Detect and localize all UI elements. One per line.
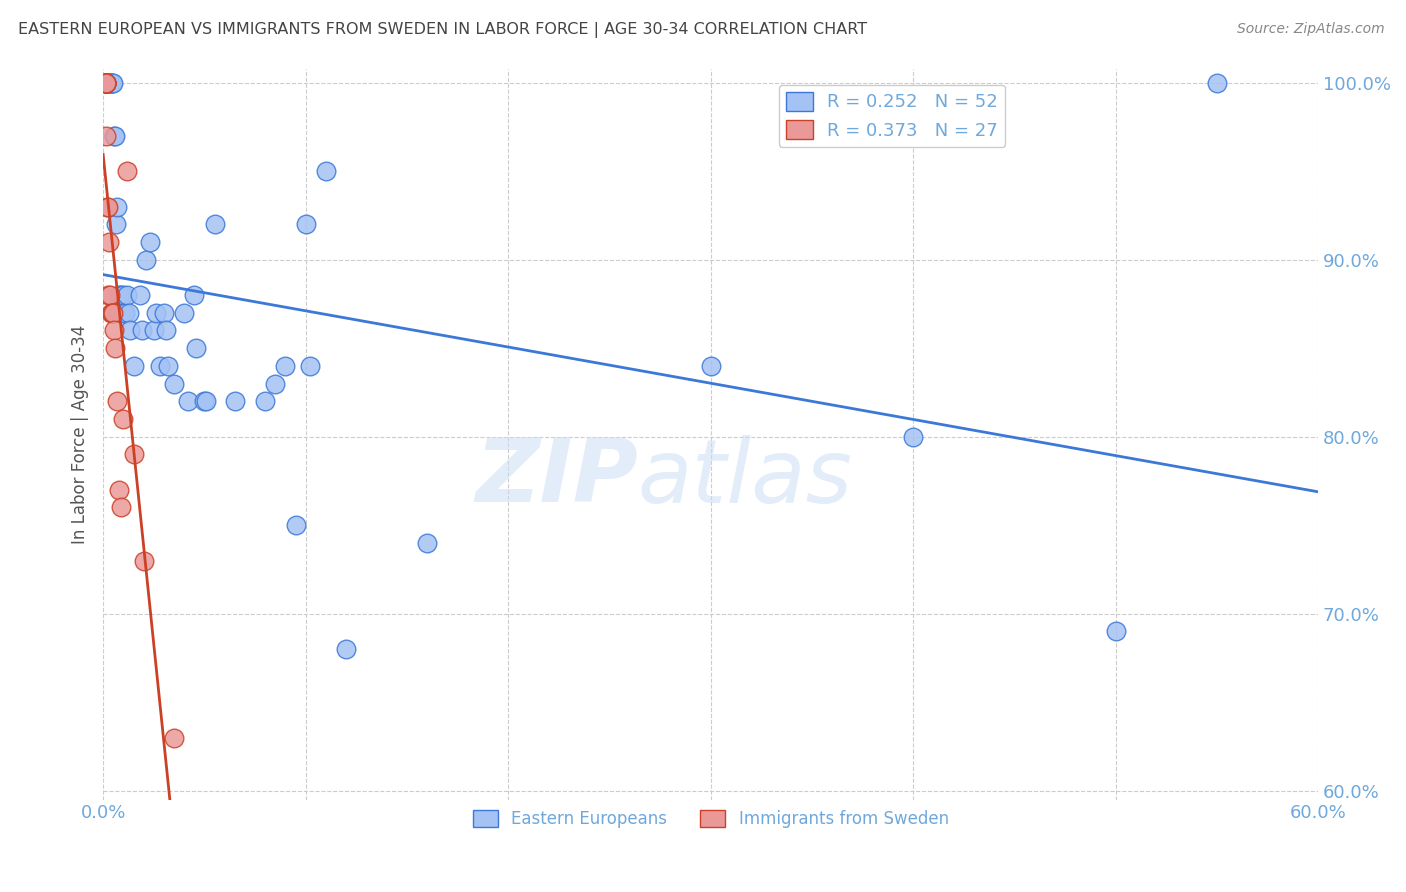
Point bbox=[128, 288, 150, 302]
Point bbox=[103, 76, 125, 90]
Point bbox=[96, 128, 118, 143]
Point bbox=[112, 412, 135, 426]
Point bbox=[138, 235, 160, 249]
Point bbox=[699, 359, 721, 373]
Point bbox=[298, 359, 321, 373]
Point bbox=[103, 306, 125, 320]
Point bbox=[163, 376, 186, 391]
Point bbox=[100, 76, 122, 90]
Point bbox=[1104, 624, 1126, 639]
Point bbox=[901, 430, 924, 444]
Point bbox=[183, 288, 205, 302]
Point bbox=[98, 288, 121, 302]
Point bbox=[110, 500, 132, 515]
Point bbox=[177, 394, 200, 409]
Point bbox=[98, 76, 121, 90]
Point bbox=[149, 359, 172, 373]
Point bbox=[112, 306, 135, 320]
Legend: Eastern Europeans, Immigrants from Sweden: Eastern Europeans, Immigrants from Swede… bbox=[465, 804, 955, 835]
Point bbox=[193, 394, 215, 409]
Point bbox=[117, 288, 139, 302]
Point bbox=[315, 164, 337, 178]
Point bbox=[204, 217, 226, 231]
Point bbox=[97, 288, 120, 302]
Point bbox=[108, 288, 131, 302]
Text: EASTERN EUROPEAN VS IMMIGRANTS FROM SWEDEN IN LABOR FORCE | AGE 30-34 CORRELATIO: EASTERN EUROPEAN VS IMMIGRANTS FROM SWED… bbox=[18, 22, 868, 38]
Point bbox=[155, 323, 177, 337]
Point bbox=[105, 394, 128, 409]
Point bbox=[100, 306, 122, 320]
Point bbox=[94, 76, 117, 90]
Point bbox=[117, 164, 139, 178]
Point bbox=[108, 483, 131, 497]
Y-axis label: In Labor Force | Age 30-34: In Labor Force | Age 30-34 bbox=[72, 325, 89, 543]
Point bbox=[104, 341, 127, 355]
Point bbox=[103, 128, 125, 143]
Point bbox=[100, 306, 122, 320]
Point bbox=[112, 288, 135, 302]
Point bbox=[100, 76, 122, 90]
Point bbox=[101, 76, 124, 90]
Point bbox=[96, 76, 118, 90]
Point bbox=[135, 252, 157, 267]
Text: ZIP: ZIP bbox=[475, 434, 638, 522]
Text: Source: ZipAtlas.com: Source: ZipAtlas.com bbox=[1237, 22, 1385, 37]
Point bbox=[156, 359, 179, 373]
Point bbox=[274, 359, 297, 373]
Point bbox=[98, 235, 121, 249]
Point bbox=[284, 518, 307, 533]
Point bbox=[335, 642, 357, 657]
Point bbox=[103, 323, 125, 337]
Point bbox=[114, 306, 136, 320]
Point bbox=[94, 76, 117, 90]
Point bbox=[94, 76, 117, 90]
Point bbox=[97, 200, 120, 214]
Point bbox=[131, 323, 153, 337]
Point bbox=[110, 288, 132, 302]
Point bbox=[118, 306, 141, 320]
Point bbox=[416, 536, 439, 550]
Point bbox=[173, 306, 195, 320]
Point bbox=[145, 306, 167, 320]
Point bbox=[105, 217, 128, 231]
Point bbox=[163, 731, 186, 745]
Point bbox=[104, 128, 127, 143]
Point bbox=[142, 323, 165, 337]
Point bbox=[264, 376, 287, 391]
Point bbox=[105, 200, 128, 214]
Point bbox=[96, 200, 118, 214]
Point bbox=[94, 76, 117, 90]
Point bbox=[122, 447, 145, 461]
Point bbox=[120, 323, 142, 337]
Point bbox=[98, 76, 121, 90]
Point bbox=[153, 306, 176, 320]
Point bbox=[132, 553, 155, 567]
Point bbox=[94, 76, 117, 90]
Point bbox=[254, 394, 277, 409]
Point bbox=[224, 394, 246, 409]
Point bbox=[1205, 76, 1227, 90]
Point bbox=[186, 341, 208, 355]
Point bbox=[94, 76, 117, 90]
Point bbox=[294, 217, 316, 231]
Point bbox=[122, 359, 145, 373]
Point bbox=[195, 394, 218, 409]
Text: atlas: atlas bbox=[638, 435, 852, 521]
Point bbox=[94, 76, 117, 90]
Point bbox=[94, 76, 117, 90]
